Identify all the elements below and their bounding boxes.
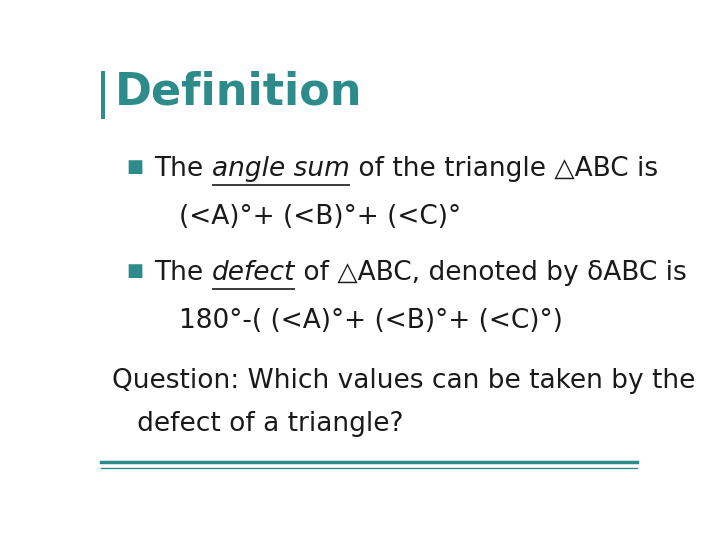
Text: (<A)°+ (<B)°+ (<C)°: (<A)°+ (<B)°+ (<C)° (179, 204, 462, 230)
Text: The: The (154, 260, 212, 286)
Text: ■: ■ (126, 261, 143, 280)
Text: ■: ■ (126, 158, 143, 176)
Bar (101, 71, 105, 119)
Text: 180°-( (<A)°+ (<B)°+ (<C)°): 180°-( (<A)°+ (<B)°+ (<C)°) (179, 307, 563, 334)
Text: defect of a triangle?: defect of a triangle? (112, 411, 404, 437)
Text: of △ABC, denoted by δABC is: of △ABC, denoted by δABC is (295, 260, 687, 286)
Text: Definition: Definition (115, 70, 363, 113)
Text: of the triangle △ABC is: of the triangle △ABC is (349, 156, 657, 182)
Text: The: The (154, 156, 212, 182)
Text: angle sum: angle sum (212, 156, 349, 182)
Text: defect: defect (212, 260, 295, 286)
Text: Question: Which values can be taken by the: Question: Which values can be taken by t… (112, 368, 696, 394)
